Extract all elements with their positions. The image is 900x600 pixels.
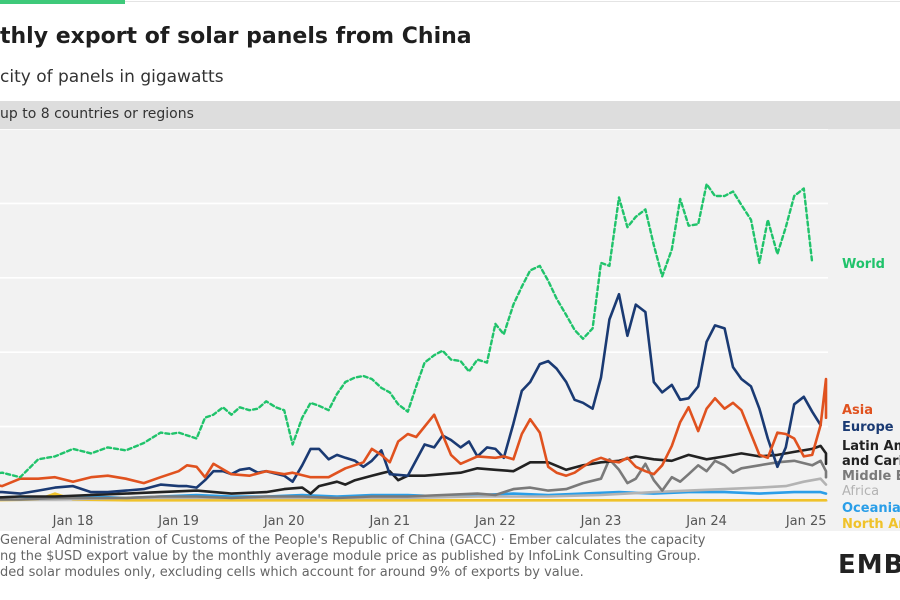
series-label-latin-america-and-caribbean: Latin Am xyxy=(842,439,900,454)
series-line-europe xyxy=(0,292,822,495)
footnote-line: General Administration of Customs of the… xyxy=(0,533,706,548)
x-tick-label: Jan 23 xyxy=(580,514,622,529)
series-label-latin-america-and-caribbean: and Cari xyxy=(842,454,900,469)
line-chart: Jan 18 Jan 19 Jan 20 Jan 21 Jan 22 Jan 23 Jan … xyxy=(0,129,900,531)
filter-bar[interactable] xyxy=(0,101,900,129)
series-label-europe: Europe xyxy=(842,420,894,435)
footnote-line: ded solar modules only, excluding cells … xyxy=(0,565,584,580)
series-label-world: World xyxy=(842,257,885,272)
x-tick-label: Jan 24 xyxy=(685,514,727,529)
accent-bar xyxy=(0,0,125,4)
series-line-latin-america-and-caribbean xyxy=(0,444,828,499)
series-line-middle-east xyxy=(0,458,828,501)
series-label-middle-east: Middle E xyxy=(842,469,900,484)
top-divider xyxy=(125,1,900,2)
x-tick-label: Jan 20 xyxy=(263,514,305,529)
source-footnote: General Administration of Customs of the… xyxy=(0,533,706,581)
footnote-line: ng the $USD export value by the monthly … xyxy=(0,549,701,564)
series-label-north-america: North Am xyxy=(842,517,900,531)
ember-logo: EMB xyxy=(838,550,900,580)
filter-label: up to 8 countries or regions xyxy=(0,106,194,122)
x-tick-label: Jan 19 xyxy=(157,514,199,529)
series-label-asia: Asia xyxy=(842,403,873,418)
chart-subtitle: city of panels in gigawatts xyxy=(0,67,224,87)
series-line-asia xyxy=(0,377,828,488)
series-label-africa: Africa xyxy=(842,484,879,499)
chart-title: thly export of solar panels from China xyxy=(0,24,472,49)
series-line-world xyxy=(0,182,814,479)
series-line-africa xyxy=(0,477,828,501)
x-tick-label: Jan 18 xyxy=(52,514,94,529)
x-tick-label: Jan 21 xyxy=(368,514,410,529)
x-tick-label: Jan 25 xyxy=(785,514,827,529)
plot-area: Jan 18 Jan 19 Jan 20 Jan 21 Jan 22 Jan 23 Jan … xyxy=(0,129,900,531)
series-label-oceania: Oceania xyxy=(842,501,900,516)
x-tick-label: Jan 22 xyxy=(474,514,516,529)
